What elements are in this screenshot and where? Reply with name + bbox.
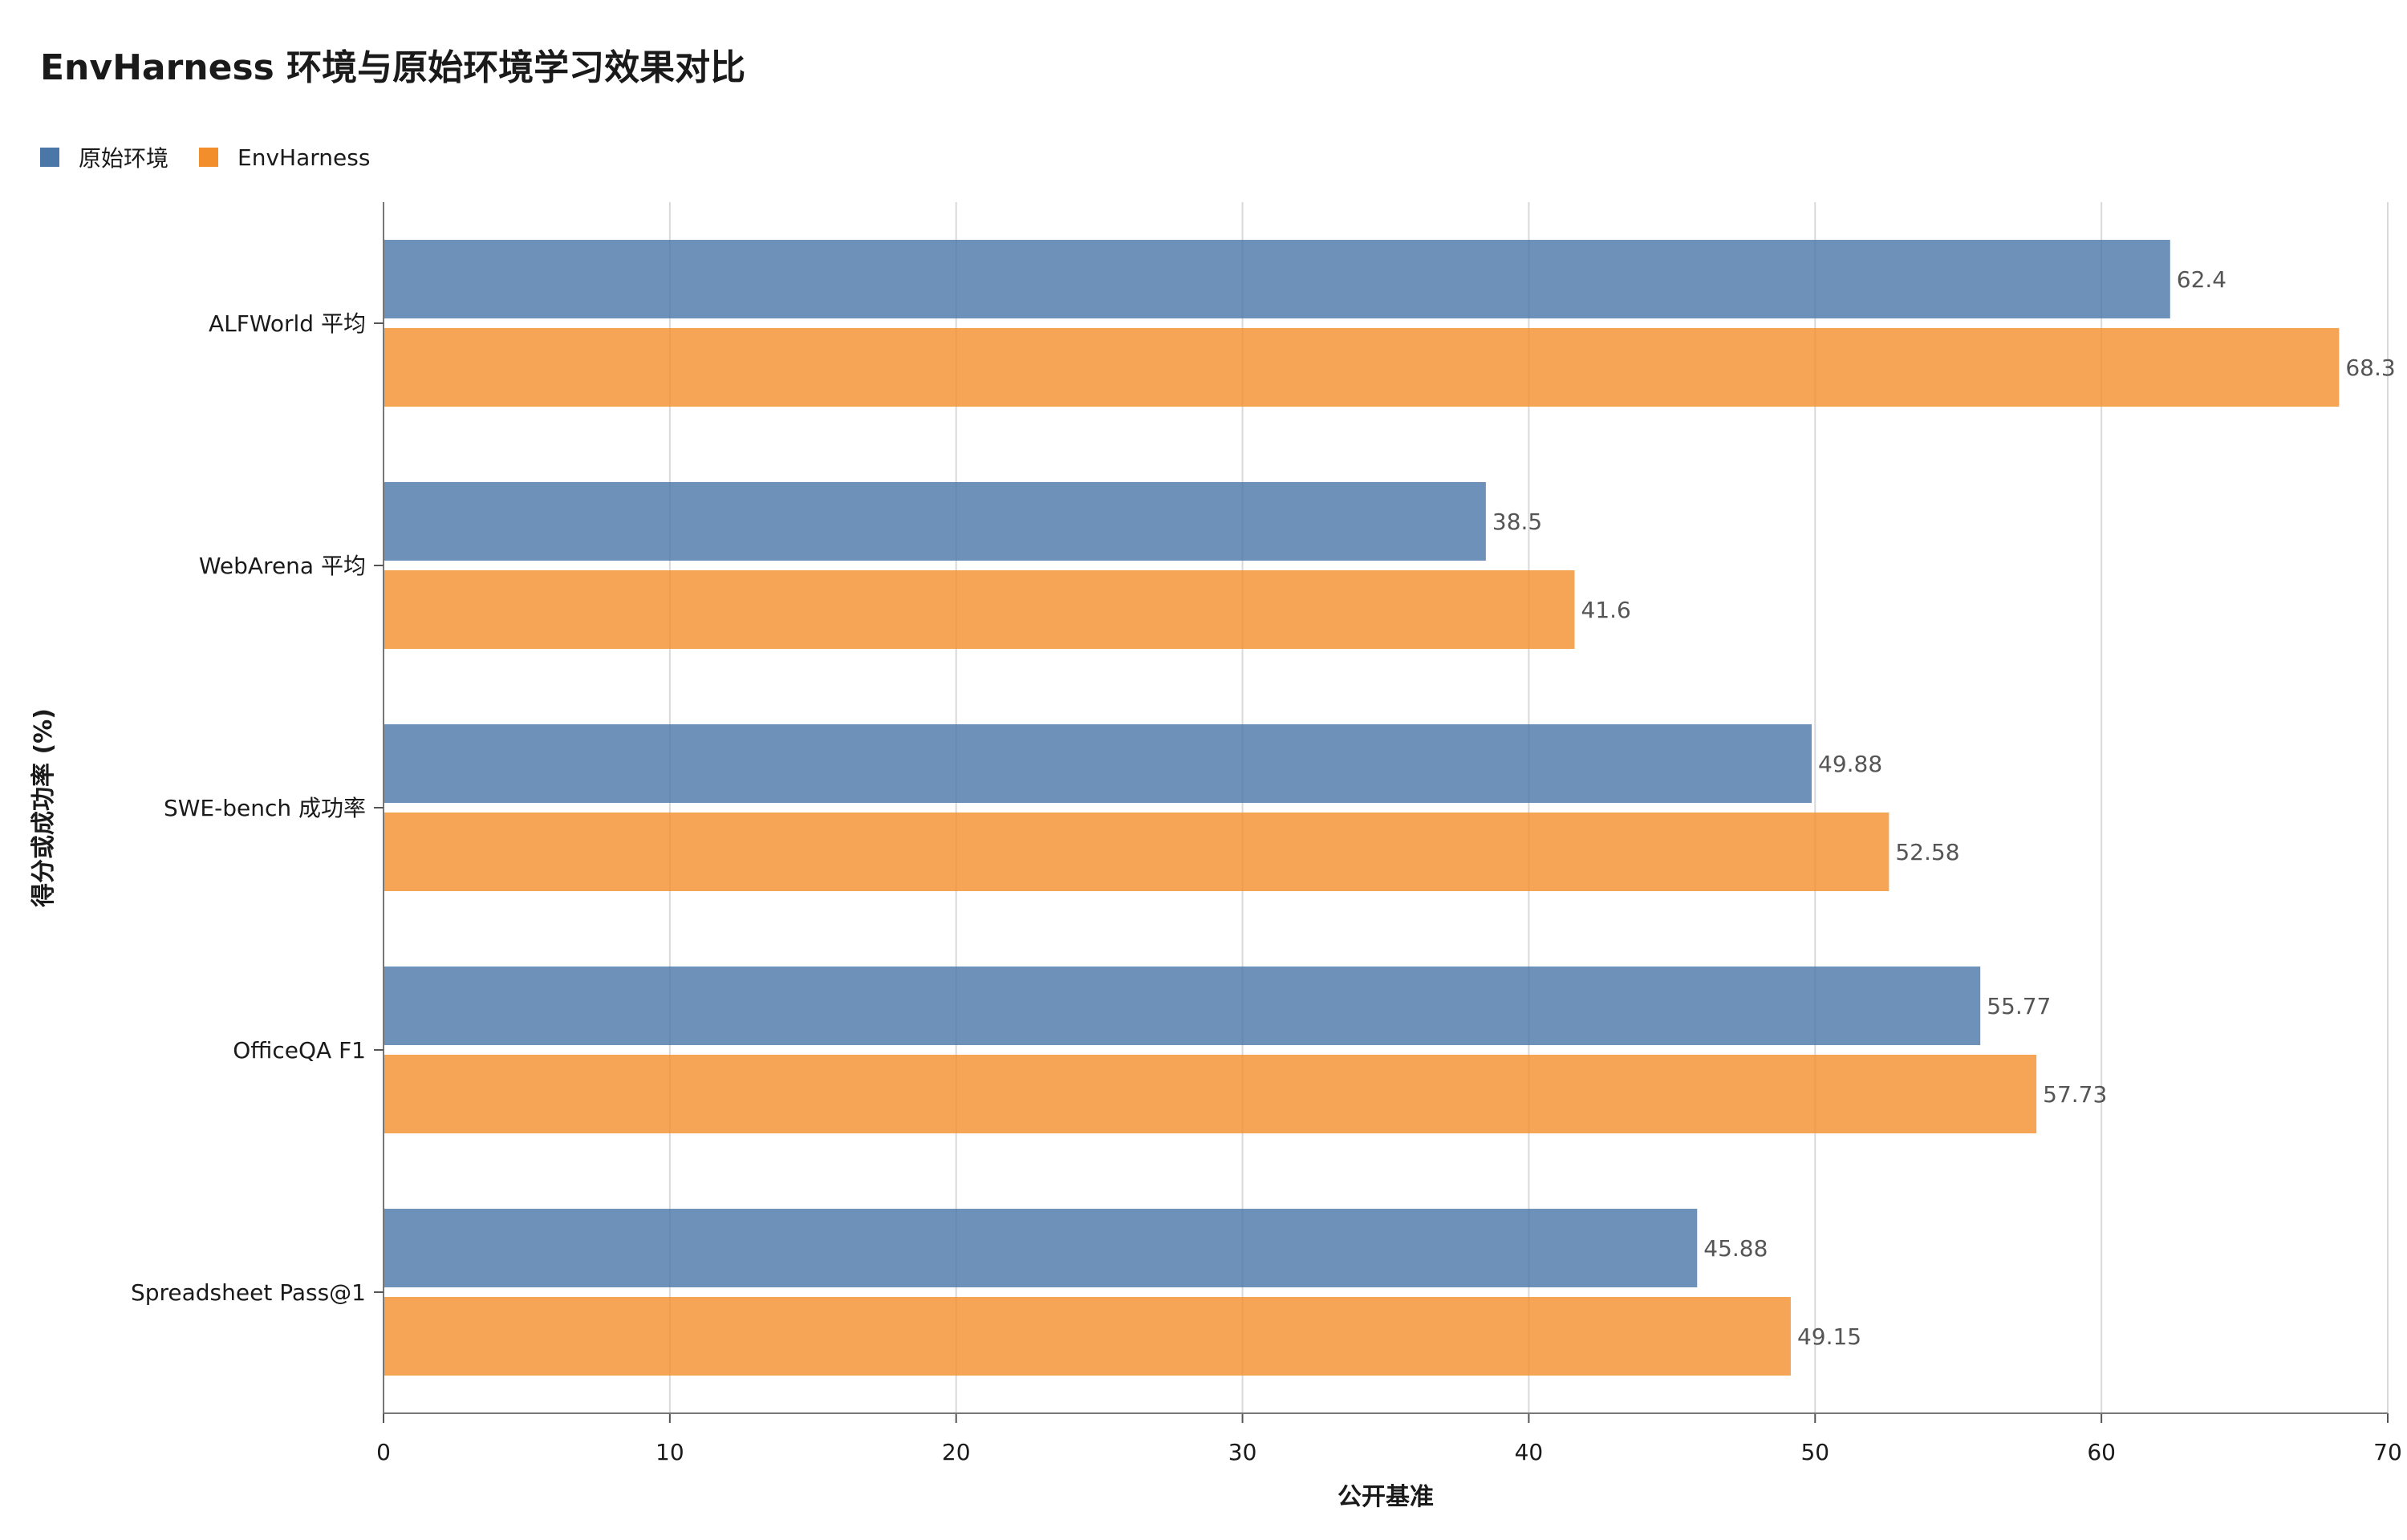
x-tick-label: 0	[376, 1439, 391, 1465]
x-tick-label: 20	[942, 1439, 971, 1465]
bar-original	[384, 482, 1486, 561]
bar-envharness	[384, 1055, 2037, 1133]
category-label: WebArena 平均	[199, 553, 366, 579]
bars	[384, 240, 2340, 1376]
legend: 原始环境 EnvHarness	[40, 141, 400, 173]
x-tick-label: 70	[2373, 1439, 2402, 1465]
bar-envharness	[384, 813, 1889, 891]
bar-original	[384, 1209, 1698, 1287]
data-label: 41.6	[1581, 597, 1631, 623]
legend-label-original: 原始环境	[79, 145, 169, 172]
category-label: ALFWorld 平均	[209, 310, 366, 337]
chart-title: EnvHarness 环境与原始环境学习效果对比	[40, 47, 746, 88]
x-tick-label: 30	[1228, 1439, 1257, 1465]
bar-original	[384, 240, 2170, 318]
data-label: 38.5	[1492, 509, 1542, 535]
bar-envharness	[384, 570, 1575, 649]
labels: 0 10 20 30 40 50 60 70 62.4 68.3 ALFWorld 平均 38.5 41…	[131, 266, 2402, 1465]
legend-item-original: 原始环境	[40, 141, 168, 173]
axes	[374, 202, 2389, 1423]
data-label: 49.88	[1818, 751, 1882, 777]
data-label: 55.77	[1987, 993, 2051, 1019]
x-tick-label: 50	[1800, 1439, 1829, 1465]
x-tick-label: 40	[1515, 1439, 1544, 1465]
data-label: 49.15	[1797, 1323, 1861, 1350]
data-label: 68.3	[2345, 355, 2395, 381]
category-label: SWE-bench 成功率	[164, 795, 366, 821]
data-label: 57.73	[2043, 1081, 2107, 1108]
category-label: Spreadsheet Pass@1	[131, 1279, 366, 1306]
legend-swatch-original	[40, 148, 59, 167]
x-tick-label: 60	[2087, 1439, 2116, 1465]
bar-envharness	[384, 328, 2340, 407]
bar-original	[384, 967, 1981, 1045]
data-label: 52.58	[1895, 839, 1959, 865]
legend-item-envharness: EnvHarness	[199, 144, 370, 171]
data-label: 45.88	[1703, 1235, 1768, 1262]
legend-label-envharness: EnvHarness	[237, 144, 371, 171]
y-axis-title: 得分或成功率 (%)	[30, 708, 58, 908]
legend-swatch-envharness	[199, 148, 219, 167]
category-label: OfficeQA F1	[233, 1037, 366, 1064]
data-label: 62.4	[2177, 266, 2226, 293]
x-tick-label: 10	[656, 1439, 684, 1465]
x-axis-title: 公开基准	[1337, 1483, 1434, 1511]
bar-envharness	[384, 1297, 1791, 1376]
bar-original	[384, 724, 1812, 803]
